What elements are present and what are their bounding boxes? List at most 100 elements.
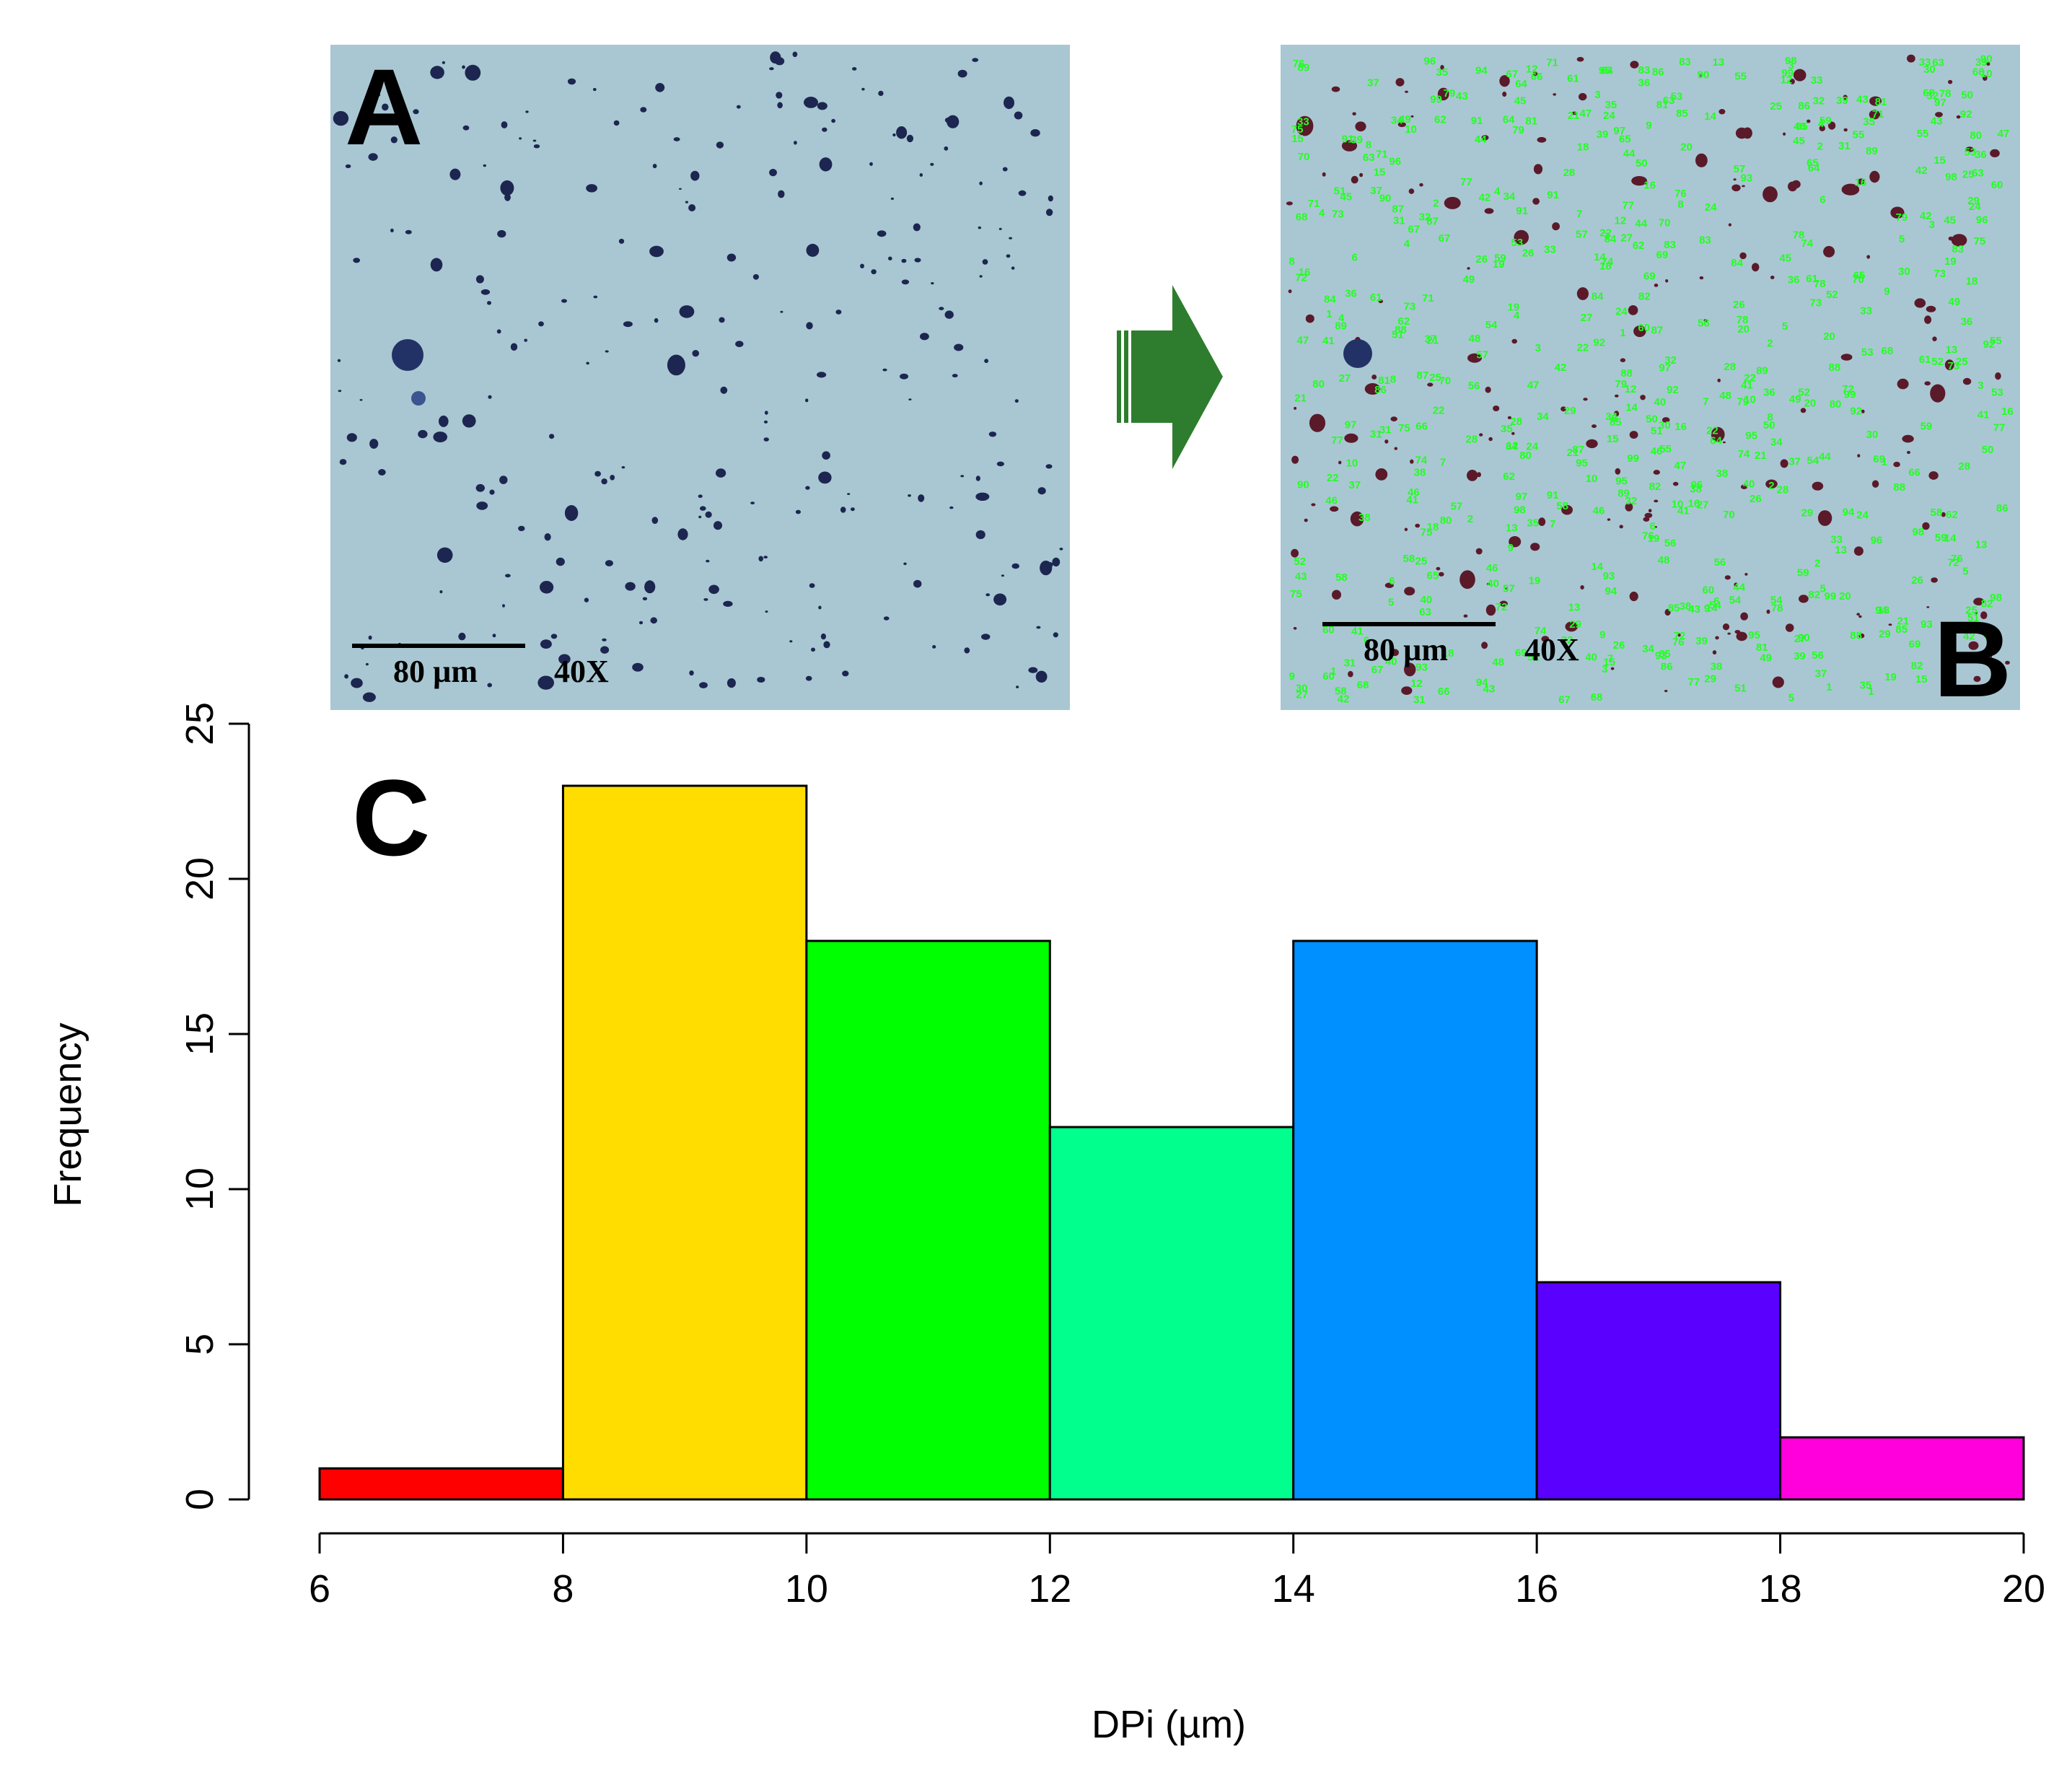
particle [519, 137, 522, 140]
x-tick-label: 6 [309, 1567, 330, 1611]
particle-id-label: 36 [1788, 273, 1800, 286]
particle [1391, 649, 1399, 657]
particle-id-label: 7 [1550, 518, 1555, 530]
particle [1571, 111, 1577, 115]
particle-id-label: 30 [1898, 266, 1910, 278]
particle [1484, 208, 1494, 214]
particle [1410, 115, 1414, 118]
particle-id-label: 13 [1506, 522, 1518, 535]
particle-id-label: 8 [1677, 198, 1683, 211]
particle [667, 354, 685, 376]
particle-id-label: 44 [1636, 217, 1648, 229]
particle [518, 525, 525, 532]
particle [1390, 416, 1397, 421]
particle [888, 256, 892, 260]
particle [439, 590, 443, 594]
particle [1731, 184, 1741, 192]
particle-id-label: 85 [1610, 416, 1622, 429]
particle [931, 282, 934, 285]
particle [981, 634, 991, 640]
particle-id-label: 49 [1760, 652, 1772, 664]
particle [1793, 69, 1807, 82]
particle-id-label: 95 [1615, 476, 1628, 488]
particle-id-label: 47 [1580, 108, 1592, 120]
particle [1507, 416, 1511, 420]
particle [1436, 566, 1441, 571]
particle [602, 638, 607, 641]
particle [610, 475, 615, 481]
particle-id-label: 75 [1974, 235, 1986, 247]
particle-id-label: 85 [1796, 121, 1808, 133]
particle-id-label: 32 [1419, 211, 1431, 224]
particle [501, 121, 508, 128]
particle-id-label: 40 [1585, 652, 1597, 664]
particle [979, 275, 983, 278]
particle-id-label: 25 [1965, 605, 1977, 617]
particle [820, 633, 826, 640]
particle-id-label: 72 [1295, 271, 1307, 284]
particle [913, 223, 921, 232]
particle [1440, 65, 1444, 70]
particle-id-label: 58 [1403, 553, 1415, 565]
particle-id-label: 3 [1602, 663, 1607, 675]
particle [592, 87, 597, 92]
particle-id-label: 27 [1339, 372, 1351, 385]
particle [1509, 536, 1522, 548]
particle [584, 597, 589, 603]
particle [623, 321, 633, 328]
particle-id-label: 6 [1713, 595, 1719, 608]
particle [430, 66, 444, 79]
particle-id-label: 40 [1654, 396, 1667, 408]
particle-id-label: 22 [1433, 405, 1445, 417]
particle-id-label: 19 [1884, 671, 1897, 683]
particle-id-label: 14 [1704, 110, 1716, 123]
particle-id-label: 72 [1842, 383, 1854, 395]
particle-id-label: 61 [1567, 73, 1579, 85]
particle-id-label: 37 [1815, 667, 1827, 680]
particle [650, 617, 657, 624]
particle [510, 343, 518, 351]
particle-id-label: 77 [1622, 200, 1634, 212]
particle-id-label: 24 [1969, 201, 1981, 213]
particle [1893, 461, 1900, 468]
particle [932, 645, 936, 649]
particle-id-label: 79 [1896, 211, 1908, 224]
particle [809, 583, 815, 588]
particle [1956, 115, 1961, 119]
particle [1930, 384, 1946, 403]
particle-id-label: 42 [1338, 693, 1350, 705]
particle [1914, 298, 1926, 308]
particle [769, 169, 777, 177]
particle-id-label: 68 [1882, 345, 1894, 357]
particle-id-label: 74 [1801, 237, 1813, 250]
particle [505, 574, 511, 578]
particle [1948, 236, 1954, 241]
particle-id-label: 66 [1972, 66, 1985, 78]
particle-id-label: 63 [1663, 95, 1675, 107]
particle [406, 135, 410, 139]
particle-id-label: 71 [1872, 108, 1884, 121]
particle [878, 90, 884, 96]
particle-id-label: 46 [1325, 494, 1338, 507]
particle-id-label: 31 [1379, 424, 1392, 436]
particle [365, 662, 369, 666]
particle [1654, 526, 1657, 528]
particle [716, 141, 724, 149]
particle-id-label: 65 [1853, 269, 1866, 281]
particle-id-label: 50 [1961, 89, 1973, 102]
particle [618, 238, 625, 244]
particle [1965, 146, 1975, 152]
particle [698, 515, 702, 519]
particle [777, 102, 783, 109]
particle-cluster [392, 339, 423, 371]
particle-id-label: 8 [1390, 373, 1396, 385]
particle-id-label: 26 [1522, 247, 1535, 260]
particle-id-label: 58 [1931, 507, 1943, 519]
particle [499, 476, 508, 484]
particle [1311, 503, 1316, 507]
particle [1734, 582, 1738, 587]
particle-id-label: 39 [1975, 56, 1988, 69]
particle-id-label: 7 [1440, 456, 1446, 468]
particle [651, 517, 659, 525]
particle [1485, 386, 1491, 393]
